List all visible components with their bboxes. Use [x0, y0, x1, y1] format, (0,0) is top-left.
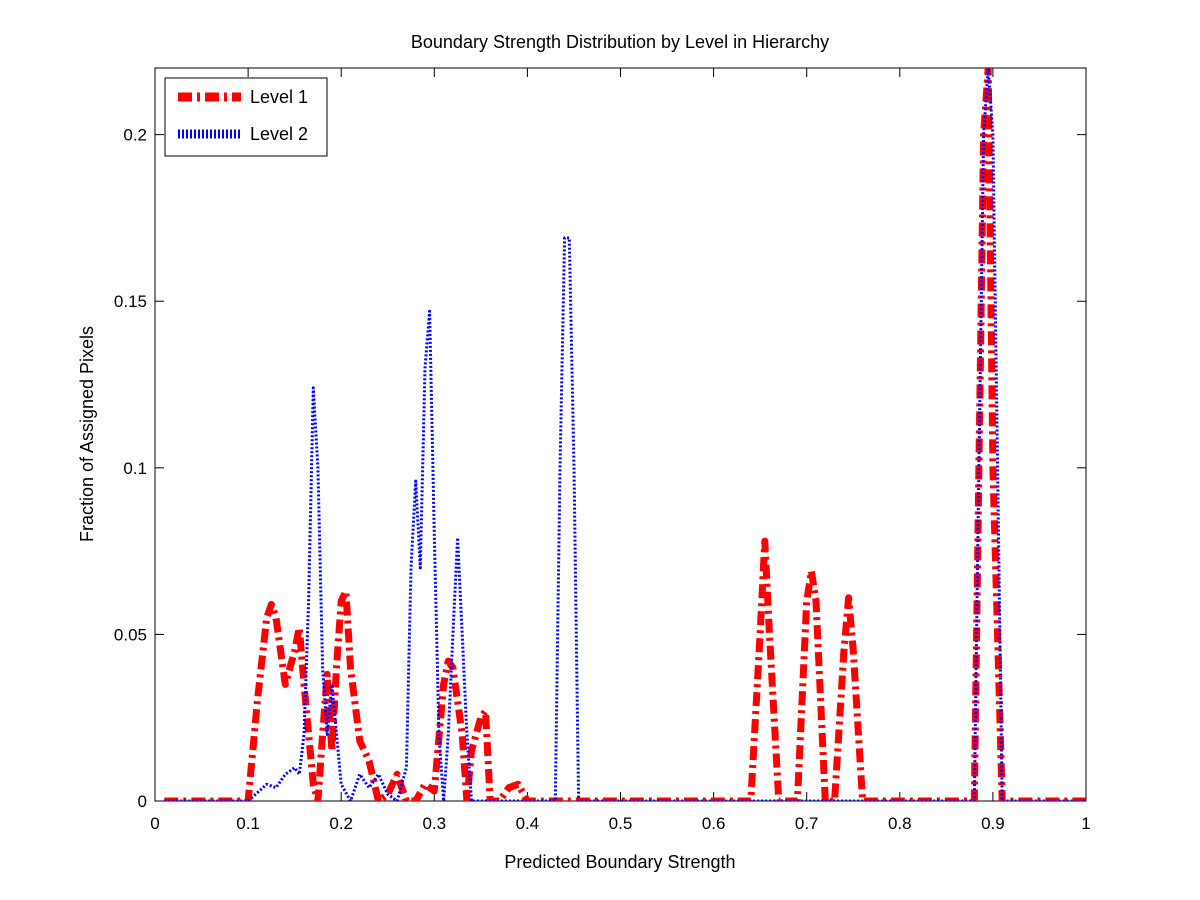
legend-label-1: Level 1: [250, 87, 308, 107]
x-tick-label: 0.4: [516, 814, 540, 833]
x-tick-label: 0.9: [981, 814, 1005, 833]
x-tick-label: 0.3: [422, 814, 446, 833]
y-axis-label: Fraction of Assigned Pixels: [77, 326, 97, 542]
x-tick-label: 0.2: [329, 814, 353, 833]
y-tick-label: 0: [138, 792, 147, 811]
x-tick-label: 0.5: [609, 814, 633, 833]
y-axis-ticks: 0 0.05 0.1 0.15 0.2: [114, 126, 1086, 811]
x-axis-label: Predicted Boundary Strength: [504, 852, 735, 872]
series-line-1: [164, 68, 1086, 801]
y-tick-label: 0.05: [114, 625, 147, 644]
chart-title: Boundary Strength Distribution by Level …: [411, 32, 829, 52]
x-tick-label: 0: [150, 814, 159, 833]
x-tick-label: 0.7: [795, 814, 819, 833]
y-tick-label: 0.1: [123, 459, 147, 478]
series-layer: [164, 68, 1086, 801]
legend-box: [164, 77, 328, 157]
y-tick-label: 0.2: [123, 126, 147, 145]
x-tick-label: 0.1: [236, 814, 260, 833]
plot-area: [154, 67, 1087, 802]
series-line-2: [164, 68, 1086, 801]
y-tick-label: 0.15: [114, 292, 147, 311]
x-tick-label: 1: [1081, 814, 1090, 833]
x-tick-label: 0.6: [702, 814, 726, 833]
legend-label-2: Level 2: [250, 124, 308, 144]
x-tick-label: 0.8: [888, 814, 912, 833]
x-axis-ticks: 0 0.1 0.2 0.3 0.4 0.5 0.6 0.7 0.8 0.9 1: [150, 68, 1091, 833]
legend: Level 1 Level 2: [164, 77, 328, 157]
